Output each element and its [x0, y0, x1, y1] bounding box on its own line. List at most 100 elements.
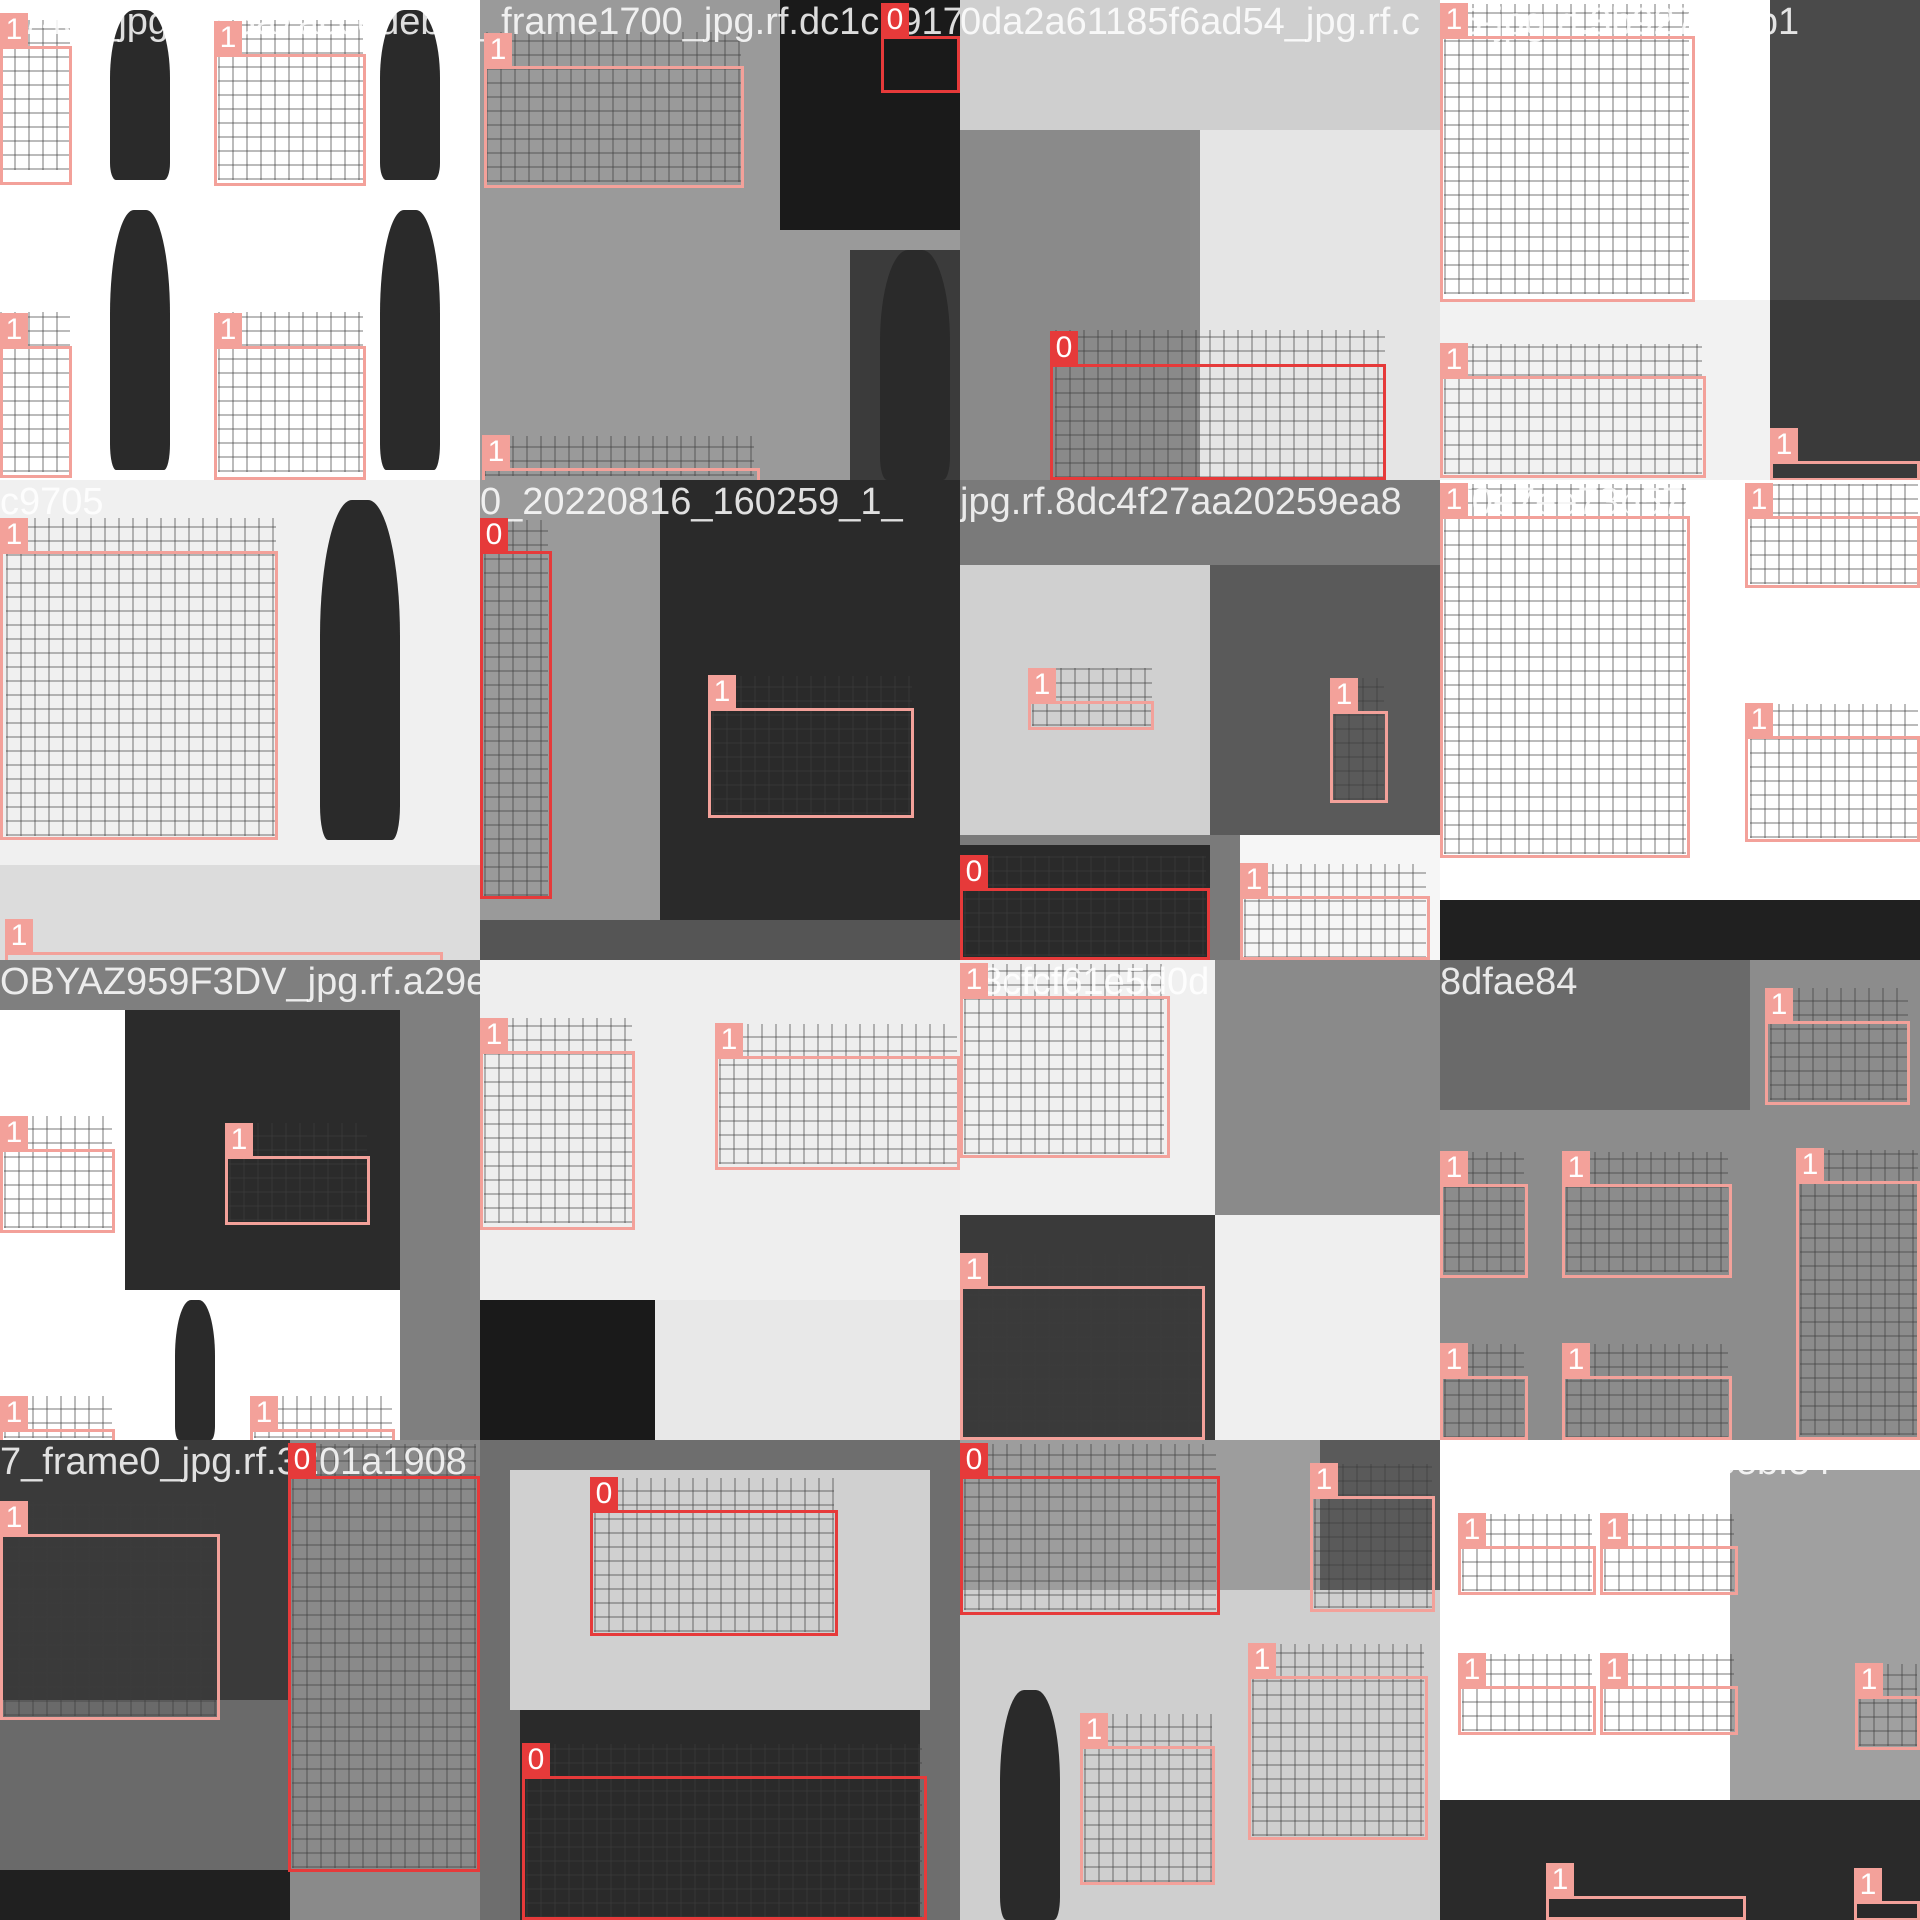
bounding-box-class-1: 1 [1440, 3, 1695, 302]
class-label-badge: 1 [1440, 3, 1468, 37]
bounding-box-class-1: 1 [1854, 1868, 1920, 1920]
class-label-badge: 1 [715, 1023, 743, 1057]
tile-r0-c3: 35-jpg.rf.3b9274ecb1 1 1 1 [1440, 0, 1920, 480]
image-patch [0, 1870, 290, 1920]
bounding-box-class-1: 1 [1440, 1151, 1528, 1278]
image-patch [0, 1010, 125, 1310]
class-label-badge: 1 [1440, 343, 1468, 377]
class-label-badge: 1 [1080, 1713, 1108, 1747]
tile-r3-c3: 2eee40e46b5935ebf54 1 1 1 1 1 1 1 [1440, 1440, 1920, 1920]
class-label-badge: 1 [1546, 1863, 1574, 1897]
shopping-cart-image [4, 1502, 216, 1716]
bounding-box-class-1: 1 [1855, 1663, 1920, 1750]
bounding-box-class-1: 1 [960, 1253, 1205, 1440]
class-label-badge: 1 [1562, 1151, 1590, 1185]
image-patch [960, 565, 1210, 835]
image-patch [960, 0, 1440, 130]
bounding-box-class-0: 0 [288, 1443, 480, 1872]
image-patch [1210, 565, 1440, 835]
image-patch [1440, 960, 1750, 1110]
class-label-badge: 1 [1440, 1151, 1468, 1185]
bounding-box-class-1: 1 [0, 313, 72, 478]
tile-r2-c0: OBYAZ959F3DV_jpg.rf.a29e 1 1 1 1 [0, 960, 480, 1440]
class-label-badge: 0 [480, 518, 508, 552]
shopping-cart-image [964, 856, 1206, 956]
shopping-cart-image [1055, 330, 1385, 478]
class-label-badge: 1 [1745, 703, 1773, 737]
tile-r1-c3: bf0e7ee73b5746c 1 1 1 [1440, 480, 1920, 960]
person-image [1000, 1690, 1060, 1920]
class-label-badge: 1 [1745, 483, 1773, 517]
image-patch [480, 960, 960, 1300]
bounding-box-class-1: 1 [484, 33, 744, 188]
image-patch [960, 130, 1200, 480]
image-patch [1215, 1215, 1440, 1440]
bounding-box-class-0: 0 [881, 3, 960, 93]
class-label-badge: 0 [960, 855, 988, 889]
bounding-box-class-1: 1 [1458, 1653, 1596, 1735]
class-label-badge: 1 [1770, 428, 1798, 462]
image-patch [0, 1700, 290, 1870]
class-label-badge: 1 [1330, 678, 1358, 712]
bounding-box-class-1: 1 [715, 1023, 960, 1170]
shopping-cart-image [1444, 484, 1686, 854]
class-label-badge: 1 [0, 1396, 28, 1430]
class-label-badge: 1 [1854, 1868, 1882, 1902]
tile-r0-c0: 1745-_jpg.rf.65a7accedeb1111 [0, 0, 480, 480]
shopping-cart-image [218, 312, 363, 472]
bounding-box-class-1: 1 [1600, 1653, 1738, 1735]
bounding-box-class-1: 1 [1028, 668, 1154, 730]
image-patch [780, 0, 960, 230]
bounding-box-class-1: 1 [0, 1396, 115, 1440]
class-label-badge: 1 [1240, 863, 1268, 897]
class-label-badge: 1 [0, 13, 28, 47]
bounding-box-class-1: 1 [960, 963, 1170, 1158]
bounding-box-class-1: 1 [5, 919, 443, 960]
bounding-box-class-1: 1 [250, 1396, 395, 1440]
person-image [175, 1300, 215, 1440]
class-label-badge: 1 [1028, 668, 1056, 702]
class-label-badge: 1 [960, 963, 988, 997]
bounding-box-class-1: 1 [1458, 1513, 1596, 1595]
shopping-cart-image [484, 520, 548, 896]
bounding-box-class-1: 1 [1562, 1343, 1732, 1440]
bounding-box-class-1: 1 [1310, 1463, 1435, 1612]
class-label-badge: 1 [1600, 1653, 1628, 1687]
shopping-cart-image [486, 32, 741, 182]
bounding-box-class-1: 1 [0, 518, 278, 840]
class-label-badge: 1 [480, 1018, 508, 1052]
bounding-box-class-1: 1 [214, 313, 366, 480]
bounding-box-class-1: 1 [0, 1501, 220, 1720]
class-label-badge: 1 [5, 919, 33, 953]
image-patch [960, 1215, 1215, 1440]
bounding-box-class-1: 1 [1765, 988, 1910, 1105]
image-patch [1440, 480, 1920, 900]
person-image [320, 500, 400, 840]
bounding-box-class-1: 1 [1440, 343, 1706, 478]
image-patch [480, 920, 960, 960]
bounding-box-class-1: 1 [1745, 483, 1920, 588]
bounding-box-class-1: 1 [1330, 678, 1388, 803]
image-patch [1730, 1470, 1920, 1800]
class-label-badge: 1 [1562, 1343, 1590, 1377]
image-patch [1440, 900, 1920, 960]
tile-r0-c1: _frame1700_jpg.rf.dc1cb9170 1 0 1 [480, 0, 960, 480]
image-patch [1440, 1800, 1920, 1920]
image-patch [960, 960, 1215, 1215]
class-label-badge: 1 [1796, 1148, 1824, 1182]
class-label-badge: 0 [960, 1443, 988, 1477]
class-label-badge: 1 [1855, 1663, 1883, 1697]
shopping-cart-image [1800, 1150, 1918, 1435]
class-label-badge: 0 [1050, 331, 1078, 365]
bounding-box-class-1: 1 [1240, 863, 1430, 960]
bounding-box-class-1: 1 [1546, 1863, 1746, 1920]
class-label-badge: 0 [881, 3, 909, 37]
class-label-badge: 1 [1248, 1643, 1276, 1677]
class-label-badge: 0 [522, 1743, 550, 1777]
class-label-badge: 0 [288, 1443, 316, 1477]
tile-r3-c0: 7_frame0_jpg.rf.3201a1908 1 0 [0, 1440, 480, 1920]
bounding-box-class-1: 1 [214, 21, 366, 186]
shopping-cart-image [594, 1478, 834, 1632]
